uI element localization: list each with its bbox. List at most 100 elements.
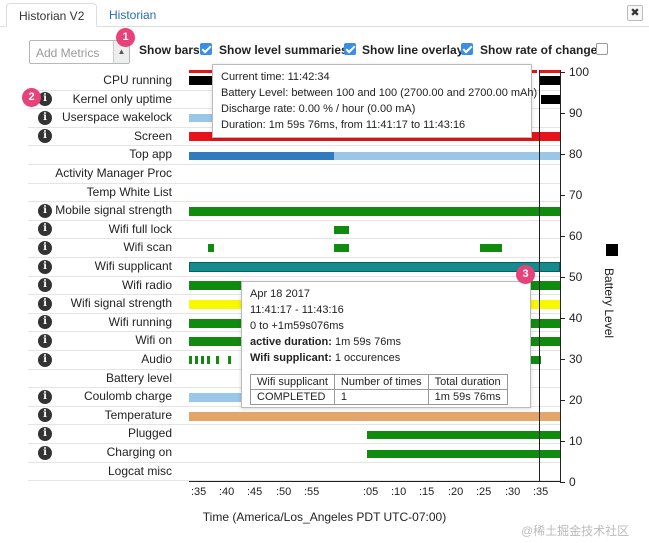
bar-userspace-wakelock — [189, 114, 213, 122]
bar-top-app-2 — [334, 152, 560, 160]
annotation-badge-1: 1 — [116, 28, 135, 47]
info-icon[interactable]: i — [38, 203, 52, 218]
bar-cpu-running — [189, 76, 213, 85]
tab-historian[interactable]: Historian — [109, 8, 157, 22]
row-label: Top app — [129, 147, 172, 162]
add-metrics-placeholder: Add Metrics — [36, 46, 100, 60]
info-icon[interactable]: i — [38, 445, 52, 460]
x-axis-line — [189, 481, 561, 482]
bar-plugged — [367, 431, 560, 439]
bar-wifi-scan-2 — [334, 244, 349, 252]
x-tick-label: :40 — [219, 486, 235, 498]
bar-cpu-running-line-2 — [539, 70, 560, 73]
show-bars-checkbox[interactable] — [200, 43, 212, 55]
bar-temperature — [189, 412, 560, 421]
annotation-badge-2: 2 — [22, 88, 41, 107]
row-separator — [28, 219, 560, 221]
tooltip-time-range: 11:41:17 - 11:43:16 — [250, 304, 344, 316]
info-icon[interactable]: i — [38, 296, 52, 311]
x-tick-label: :20 — [448, 486, 464, 498]
y-tick-mark — [560, 195, 565, 196]
row-separator — [28, 424, 560, 426]
show-rate-of-change-checkbox[interactable] — [596, 43, 608, 55]
tooltip-active-duration: active duration: 1m 59s 76ms — [250, 334, 522, 350]
row-label: Battery level — [105, 370, 172, 385]
table-header-cell: Wifi supplicant — [250, 374, 335, 390]
row-label: Wifi scan — [123, 240, 172, 255]
y-tick-mark — [560, 154, 565, 155]
info-icon[interactable]: i — [38, 315, 52, 330]
info-icon[interactable]: i — [38, 389, 52, 404]
x-tick-label: :05 — [363, 486, 379, 498]
tooltip-active-label: active duration: — [250, 336, 332, 348]
bar-kernel-uptime — [541, 95, 560, 104]
show-line-overlay-label: Show line overlay — [362, 43, 464, 57]
bar-cpu-running-2 — [539, 76, 560, 85]
bar-wifi-scan-1 — [208, 244, 214, 252]
bar-coulomb-charge — [189, 393, 247, 402]
show-line-overlay-checkbox[interactable] — [461, 43, 473, 55]
legend-square-icon — [606, 244, 618, 256]
tooltip-current-time: Current time: 11:42:34 — [221, 71, 330, 83]
add-metrics-select[interactable]: Add Metrics ▲ — [29, 40, 130, 64]
row-label: Charging on — [106, 445, 172, 459]
row-label: Activity Manager Proc — [55, 166, 172, 180]
y-tick-mark — [560, 318, 565, 319]
info-icon[interactable]: i — [38, 129, 52, 144]
x-tick-label: :45 — [247, 486, 263, 498]
table-cell: 1m 59s 76ms — [427, 389, 508, 405]
bar-audio — [207, 356, 210, 364]
show-level-summaries-checkbox[interactable] — [344, 43, 356, 55]
y-tick-label: 10 — [569, 434, 583, 448]
table-header-cell: Number of times — [333, 374, 429, 390]
info-icon[interactable]: i — [38, 278, 52, 293]
y-tick-label: 80 — [569, 147, 583, 161]
info-icon[interactable]: i — [38, 426, 52, 441]
tooltip-summary-table: Wifi supplicant Number of times Total du… — [250, 374, 508, 405]
x-tick-label: :55 — [304, 486, 320, 498]
tab-historian-v2[interactable]: Historian V2 — [6, 3, 98, 27]
bar-wifi-signal-2 — [531, 300, 560, 309]
x-tick-label: :15 — [419, 486, 435, 498]
bar-audio — [531, 356, 541, 364]
row-label: Wifi radio — [121, 277, 172, 292]
bar-wifi-running-1 — [189, 319, 247, 328]
bar-wifi-running-2 — [531, 319, 560, 328]
close-icon[interactable]: ✖ — [627, 5, 643, 21]
row-label: Kernel only uptime — [72, 91, 172, 106]
show-level-summaries-label: Show level summaries — [219, 43, 348, 57]
info-icon[interactable]: i — [38, 110, 52, 125]
x-tick-label: :50 — [276, 486, 292, 498]
tooltip-discharge-rate: Discharge rate: 0.00 % / hour (0.00 mA) — [221, 103, 416, 115]
info-icon[interactable]: i — [38, 352, 52, 367]
tooltip-metric-value: 1 occurences — [331, 352, 401, 364]
info-icon[interactable]: i — [38, 333, 52, 348]
row-label: Wifi signal strength — [70, 296, 172, 311]
info-icon[interactable]: i — [38, 408, 52, 423]
row-label: CPU running — [103, 73, 172, 87]
y-tick-mark — [560, 236, 565, 237]
row-separator — [28, 275, 560, 277]
bar-mobile-signal — [189, 207, 560, 216]
x-tick-label: :10 — [391, 486, 407, 498]
annotation-badge-3: 3 — [516, 265, 535, 284]
info-icon[interactable]: i — [38, 240, 52, 255]
x-axis-label-text: Time (America/Los_Angeles PDT UTC-07:00) — [202, 510, 447, 524]
y-tick-mark — [560, 359, 565, 360]
row-separator — [28, 182, 560, 184]
row-label: Coulomb charge — [83, 389, 172, 404]
wifi-supplicant-tooltip: Apr 18 2017 11:41:17 - 11:43:16 0 to +1m… — [241, 281, 531, 408]
tooltip-metric-label: Wifi supplicant: — [250, 352, 332, 364]
row-separator — [28, 238, 560, 240]
info-icon[interactable]: i — [38, 259, 52, 274]
bar-wifi-scan-3 — [480, 244, 502, 252]
bar-charging-on — [367, 450, 560, 458]
tooltip-battery-level: Battery Level: between 100 and 100 (2700… — [221, 87, 538, 99]
y-tick-label: 90 — [569, 106, 583, 120]
y-tick-label: 70 — [569, 188, 583, 202]
info-icon[interactable]: i — [38, 222, 52, 237]
table-header-row: Wifi supplicant Number of times Total du… — [250, 374, 508, 390]
bar-audio — [216, 356, 219, 364]
show-bars-label: Show bars — [139, 43, 200, 57]
info-icon[interactable]: i — [38, 92, 52, 107]
